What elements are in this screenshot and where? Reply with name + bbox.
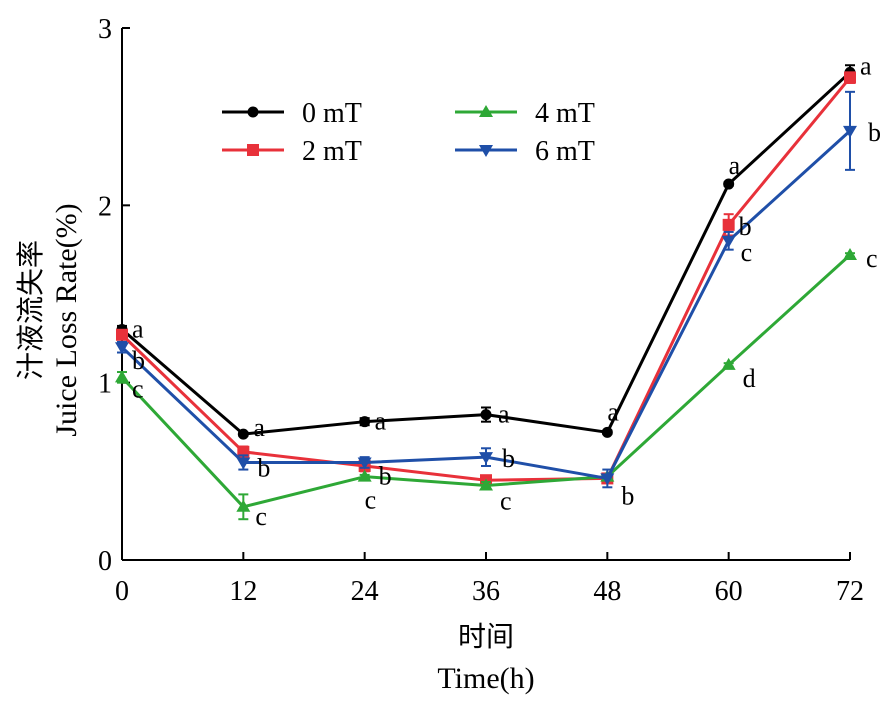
data-point xyxy=(359,416,371,428)
significance-letter: b xyxy=(502,444,515,473)
y-axis-label-cn: 汁液流失率 xyxy=(14,240,47,380)
data-point xyxy=(236,457,251,470)
data-point xyxy=(116,328,128,341)
significance-letter: c xyxy=(255,502,267,531)
data-point xyxy=(600,473,615,486)
legend-marker xyxy=(479,105,493,117)
legend-label: 2 mT xyxy=(302,136,362,167)
data-point xyxy=(723,178,735,190)
series-line xyxy=(120,253,852,509)
data-point xyxy=(236,499,251,512)
data-point xyxy=(843,247,857,260)
significance-letter: a xyxy=(498,400,510,429)
data-point xyxy=(237,428,249,440)
significance-letter: a xyxy=(132,314,144,343)
data-point xyxy=(479,452,493,465)
x-axis-label: Time(h) xyxy=(437,662,534,695)
x-axis-label-cn: 时间 xyxy=(458,620,514,653)
series-6mt xyxy=(115,90,857,489)
data-point xyxy=(722,218,735,231)
y-tick-label: 1 xyxy=(98,369,112,400)
legend-entry: 6 mT xyxy=(455,136,595,167)
series-0mt xyxy=(116,64,856,440)
data-point xyxy=(721,235,736,248)
significance-letter: b xyxy=(379,461,392,490)
data-point xyxy=(479,478,493,491)
data-point xyxy=(843,125,857,138)
significance-letter: c xyxy=(741,238,753,267)
legend-entry: 2 mT xyxy=(222,136,362,167)
y-axis-label: Juice Loss Rate(%) xyxy=(50,203,83,436)
series-line xyxy=(120,129,852,480)
significance-letter: d xyxy=(743,364,756,393)
data-point xyxy=(115,370,129,383)
significance-letter: a xyxy=(729,151,741,180)
x-tick-label: 60 xyxy=(715,576,743,607)
series-layer xyxy=(115,64,857,521)
data-point xyxy=(480,409,492,421)
legend-marker xyxy=(479,145,493,157)
data-point xyxy=(601,426,613,438)
significance-letter: c xyxy=(500,487,512,516)
significance-letter: b xyxy=(621,481,634,510)
significance-letter: a xyxy=(253,413,265,442)
x-tick-label: 48 xyxy=(593,576,621,607)
series-2mt xyxy=(116,71,856,487)
legend: 0 mT 2 mT 4 mT 6 mT xyxy=(222,98,595,167)
x-tick-label: 72 xyxy=(836,576,864,607)
significance-letter: b xyxy=(132,346,145,375)
x-tick-label: 12 xyxy=(229,576,257,607)
legend-entry: 0 mT xyxy=(222,98,362,129)
significance-letter: b xyxy=(868,118,881,147)
data-point xyxy=(115,342,129,355)
legend-label: 4 mT xyxy=(535,98,595,129)
data-point xyxy=(357,469,372,482)
x-tick-label: 36 xyxy=(472,576,500,607)
legend-marker xyxy=(247,106,259,118)
data-point xyxy=(357,457,372,470)
legend-label: 0 mT xyxy=(302,98,362,129)
y-tick-label: 3 xyxy=(98,14,112,45)
significance-letter: a xyxy=(607,397,619,426)
legend-entry: 4 mT xyxy=(455,98,595,129)
significance-letter: b xyxy=(257,453,270,482)
x-tick-label: 24 xyxy=(351,576,379,607)
data-point xyxy=(844,71,856,84)
significance-letter: c xyxy=(132,374,144,403)
significance-letter: c xyxy=(365,486,377,515)
significance-letter: a xyxy=(375,407,387,436)
y-tick-label: 2 xyxy=(98,191,112,222)
significance-letter: a xyxy=(860,51,872,80)
x-tick-label: 0 xyxy=(115,576,129,607)
data-point xyxy=(721,357,736,370)
significance-letter: b xyxy=(739,212,752,241)
legend-marker xyxy=(247,144,259,156)
y-tick-label: 0 xyxy=(98,546,112,577)
significance-letter: c xyxy=(866,244,878,273)
legend-label: 6 mT xyxy=(535,136,595,167)
